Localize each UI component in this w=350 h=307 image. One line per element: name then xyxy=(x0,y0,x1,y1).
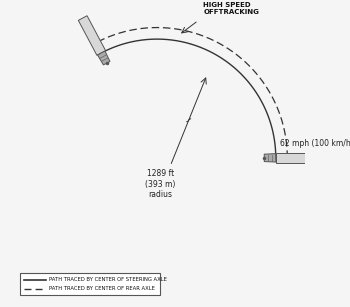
Text: PATH TRACED BY CENTER OF STEERING AXLE: PATH TRACED BY CENTER OF STEERING AXLE xyxy=(49,278,167,282)
Text: PATH TRACED BY CENTER OF REAR AXLE: PATH TRACED BY CENTER OF REAR AXLE xyxy=(49,286,155,291)
Text: 62 mph (100 km/h): 62 mph (100 km/h) xyxy=(280,138,350,147)
Polygon shape xyxy=(276,153,315,163)
Polygon shape xyxy=(264,154,276,162)
Text: HIGH SPEED
OFFTRACKING: HIGH SPEED OFFTRACKING xyxy=(203,2,259,15)
Polygon shape xyxy=(98,51,110,65)
Text: 1289 ft
(393 m)
radius: 1289 ft (393 m) radius xyxy=(145,169,175,199)
Bar xyxy=(20,273,160,295)
Polygon shape xyxy=(78,16,106,55)
